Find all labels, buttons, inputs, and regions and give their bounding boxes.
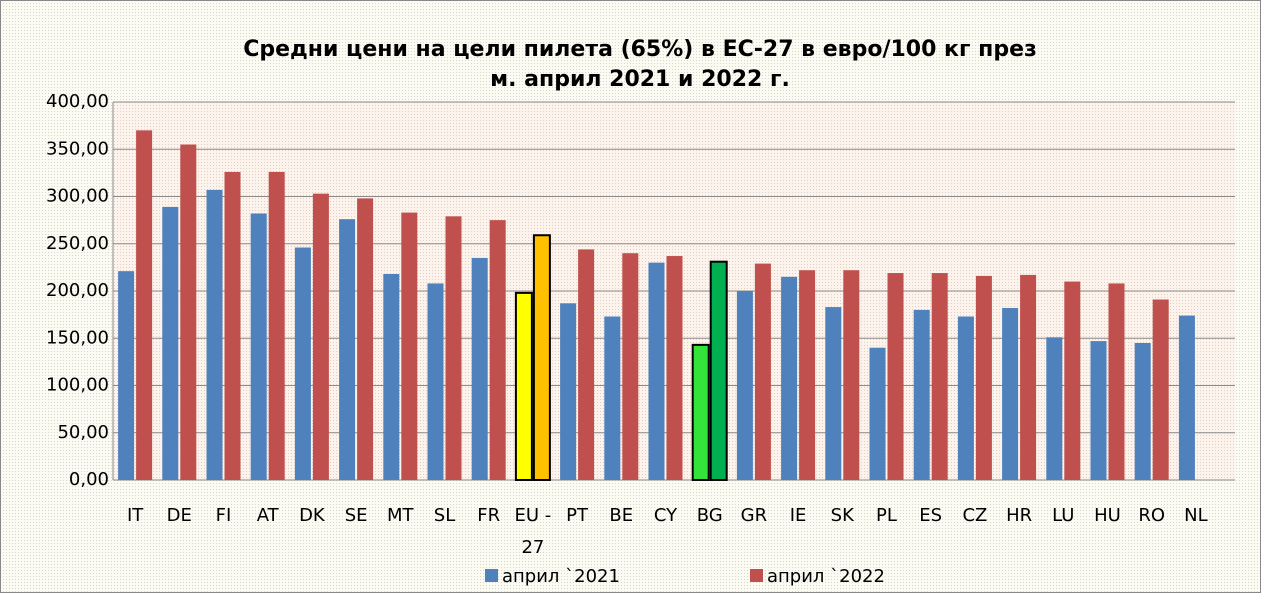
bar bbox=[754, 263, 771, 480]
bar bbox=[799, 270, 816, 480]
bar bbox=[1152, 299, 1169, 480]
x-tick-label: CZ bbox=[962, 505, 987, 526]
x-tick-label: AT bbox=[257, 505, 280, 526]
bar bbox=[887, 273, 904, 480]
bar bbox=[357, 198, 374, 480]
y-tick-label: 250,00 bbox=[46, 233, 109, 254]
bar bbox=[622, 253, 639, 480]
bar bbox=[604, 316, 621, 480]
bar bbox=[975, 275, 992, 480]
y-tick-label: 50,00 bbox=[57, 422, 109, 443]
bar bbox=[383, 273, 400, 480]
x-tick-label: HU bbox=[1094, 505, 1121, 526]
x-tick-label: EU -27 bbox=[515, 505, 552, 558]
bar bbox=[339, 219, 356, 480]
x-tick-label: ES bbox=[919, 505, 942, 526]
y-tick-label: 350,00 bbox=[46, 138, 109, 159]
bar bbox=[180, 144, 197, 480]
y-tick-label: 200,00 bbox=[46, 280, 109, 301]
x-tick-label: HR bbox=[1006, 505, 1032, 526]
x-tick-label: RO bbox=[1138, 505, 1165, 526]
legend-label: април `2022 bbox=[767, 566, 885, 587]
bar bbox=[648, 262, 665, 480]
bar bbox=[736, 291, 753, 480]
bar bbox=[489, 220, 506, 480]
bar bbox=[1064, 281, 1081, 480]
bar bbox=[401, 212, 418, 480]
chart-subtitle: м. април 2021 и 2022 г. bbox=[490, 67, 790, 92]
bar bbox=[578, 249, 595, 480]
x-tick-label: DK bbox=[299, 505, 326, 526]
x-tick-label: GR bbox=[741, 505, 767, 526]
bar bbox=[118, 271, 135, 480]
bar bbox=[532, 234, 551, 481]
bar bbox=[514, 291, 533, 482]
legend-swatch bbox=[750, 569, 763, 582]
bar bbox=[427, 283, 444, 480]
bar bbox=[560, 303, 577, 480]
chart-title: Средни цени на цели пилета (65%) в ЕС-27… bbox=[243, 37, 1037, 62]
x-tick-label: PL bbox=[876, 505, 897, 526]
bar bbox=[869, 347, 886, 480]
bar bbox=[268, 171, 285, 480]
bar bbox=[1090, 341, 1107, 480]
x-tick-label: SE bbox=[345, 505, 368, 526]
legend-label: април `2021 bbox=[502, 566, 620, 587]
bar bbox=[136, 130, 153, 480]
bar bbox=[206, 189, 223, 480]
x-tick-label: SL bbox=[434, 505, 455, 526]
bar bbox=[957, 316, 974, 480]
bar bbox=[1002, 308, 1019, 480]
bar bbox=[1020, 274, 1037, 480]
y-tick-label: 100,00 bbox=[46, 375, 109, 396]
bar bbox=[250, 213, 267, 480]
bar bbox=[709, 260, 728, 481]
bar bbox=[825, 307, 842, 480]
bar bbox=[666, 256, 683, 480]
bar bbox=[294, 247, 311, 480]
x-tick-label: MT bbox=[387, 505, 415, 526]
bar bbox=[913, 309, 930, 480]
y-tick-label: 150,00 bbox=[46, 327, 109, 348]
x-tick-label: NL bbox=[1184, 505, 1208, 526]
bar bbox=[1108, 283, 1125, 480]
bar bbox=[691, 343, 710, 481]
bar bbox=[843, 270, 860, 480]
x-tick-label: BE bbox=[609, 505, 633, 526]
bar bbox=[931, 273, 948, 480]
bar bbox=[312, 193, 329, 481]
x-tick-label: FR bbox=[477, 505, 500, 526]
x-tick-label: BG bbox=[697, 505, 723, 526]
x-tick-label: IT bbox=[127, 505, 144, 526]
x-tick-label: CY bbox=[654, 505, 678, 526]
bar bbox=[471, 257, 488, 480]
x-tick-label: LU bbox=[1052, 505, 1074, 526]
y-tick-label: 300,00 bbox=[46, 186, 109, 207]
legend-swatch bbox=[485, 569, 498, 582]
x-tick-label: SK bbox=[831, 505, 855, 526]
bar bbox=[1134, 342, 1151, 480]
bar bbox=[781, 276, 798, 480]
bar bbox=[162, 206, 179, 480]
bar bbox=[224, 171, 241, 480]
y-tick-label: 400,00 bbox=[46, 91, 109, 112]
bar bbox=[445, 216, 462, 480]
bar bbox=[1046, 337, 1063, 480]
x-tick-label: FI bbox=[216, 505, 232, 526]
y-tick-label: 0,00 bbox=[69, 469, 109, 490]
x-tick-label: PT bbox=[566, 505, 589, 526]
bar bbox=[1178, 315, 1195, 480]
x-tick-label: IE bbox=[790, 505, 807, 526]
x-tick-label: DE bbox=[167, 505, 192, 526]
